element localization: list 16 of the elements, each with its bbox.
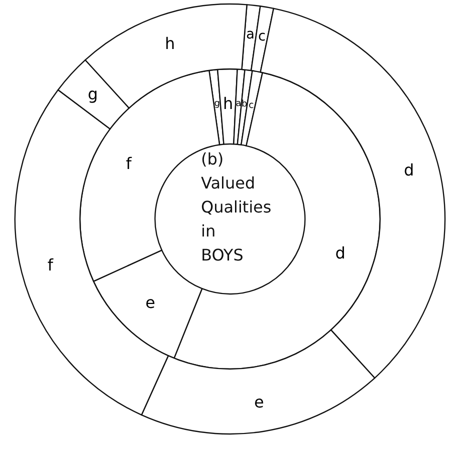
slice-label: a xyxy=(246,26,255,43)
slice-label: f xyxy=(126,154,132,173)
slice-label: d xyxy=(404,160,414,180)
slice-label: e xyxy=(254,392,264,412)
text: (b) Valued Qualities in BOYS xyxy=(201,150,272,264)
slice-label: c xyxy=(248,100,254,111)
slice-label: g xyxy=(214,99,220,110)
slice-label: h xyxy=(164,34,175,53)
slice-label: d xyxy=(335,244,346,263)
slice-label: f xyxy=(48,256,54,275)
slice-label: h xyxy=(222,94,234,114)
slice-label: g xyxy=(88,84,98,104)
slice-label: a xyxy=(236,98,242,109)
slice-label: c xyxy=(258,28,266,44)
slice-label: b xyxy=(241,99,248,110)
slice-label: e xyxy=(145,293,156,312)
